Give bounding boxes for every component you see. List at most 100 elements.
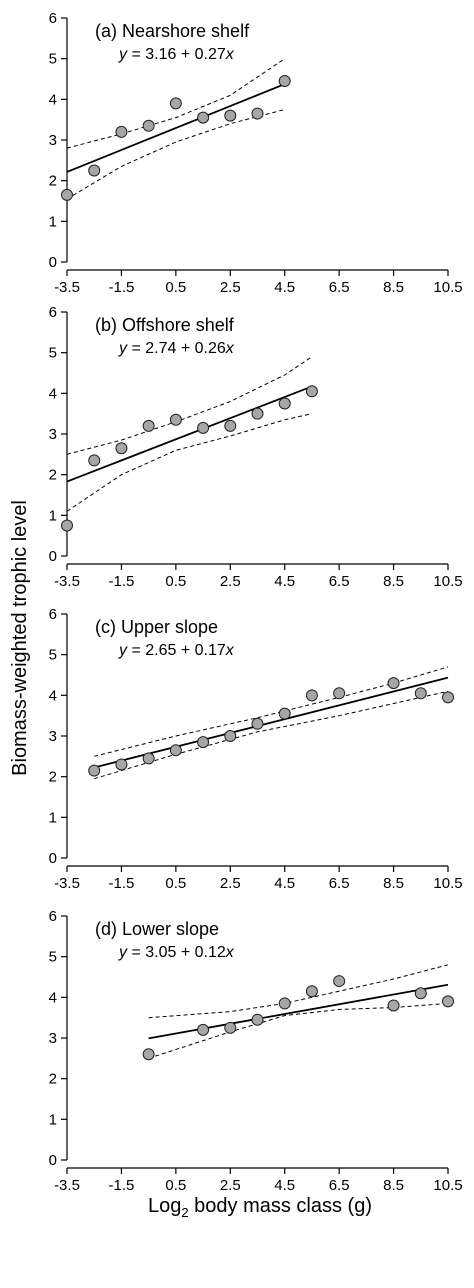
ci-upper-line [148, 964, 449, 1019]
x-tick-label: 10.5 [433, 279, 462, 296]
panel: 0 1 2 3 4 5 6 -3.5 -1.5 0.5 2.5 4.5 6.5 8.5 10.5 (a) Ne… [49, 10, 463, 296]
equation-x: x [225, 340, 235, 357]
data-point [224, 109, 237, 122]
regression-equation: y = 3.16 + 0.27x [118, 46, 235, 63]
y-tick-label: 1 [49, 1111, 57, 1128]
equation-y: y [118, 340, 128, 357]
data-point [197, 1023, 210, 1036]
y-tick-label: 4 [49, 989, 57, 1006]
x-tick-label: 2.5 [220, 279, 241, 296]
data-point [142, 419, 155, 432]
x-tick-label: 10.5 [433, 1177, 462, 1194]
regression-equation: y = 2.74 + 0.26x [118, 340, 235, 357]
equation-y: y [118, 944, 128, 961]
data-point [442, 691, 454, 704]
data-point [115, 125, 128, 138]
data-point [278, 75, 291, 88]
x-tick-label: -1.5 [108, 573, 134, 590]
equation-coefficients: = 2.65 + 0.17 [127, 642, 226, 659]
regression-line [93, 676, 449, 769]
ci-lower-line [94, 690, 449, 780]
data-point [305, 985, 318, 998]
data-point [88, 164, 101, 177]
ci-upper-line [94, 666, 449, 757]
y-tick-label: 0 [49, 850, 57, 867]
y-tick-label: 0 [49, 254, 57, 271]
x-tick-label: -1.5 [108, 279, 134, 296]
data-point [169, 744, 182, 757]
data-point [333, 975, 346, 988]
regression-line [66, 83, 286, 173]
x-tick-label: 2.5 [220, 875, 241, 892]
y-tick-label: 4 [49, 687, 57, 704]
equation-coefficients: = 3.16 + 0.27 [127, 46, 226, 63]
y-tick-label: 3 [49, 426, 57, 443]
panel-title: (a) Nearshore shelf [95, 21, 250, 41]
x-tick-label: 4.5 [274, 573, 295, 590]
x-tick-label: 4.5 [274, 279, 295, 296]
y-tick-label: 5 [49, 345, 57, 362]
y-tick-label: 4 [49, 91, 57, 108]
x-tick-label: 10.5 [433, 573, 462, 590]
y-tick-label: 1 [49, 213, 57, 230]
data-point [278, 397, 291, 410]
x-tick-label: 6.5 [329, 279, 350, 296]
y-tick-label: 6 [49, 10, 57, 27]
x-tick-label: 8.5 [383, 279, 404, 296]
data-point [197, 421, 210, 434]
data-point [414, 687, 427, 700]
ci-lower-line [148, 1002, 449, 1059]
y-tick-label: 2 [49, 769, 57, 786]
regression-equation: y = 3.05 + 0.12x [118, 944, 235, 961]
data-point [115, 442, 128, 455]
x-tick-label: 8.5 [383, 1177, 404, 1194]
x-tick-label: 8.5 [383, 875, 404, 892]
data-point [142, 119, 155, 132]
x-tick-label: 0.5 [165, 1177, 186, 1194]
data-point [414, 987, 427, 1000]
x-tick-label: -3.5 [54, 875, 80, 892]
x-tick-label: 0.5 [165, 875, 186, 892]
y-tick-label: 3 [49, 132, 57, 149]
regression-line [148, 983, 449, 1040]
x-tick-label: 6.5 [329, 875, 350, 892]
y-tick-label: 1 [49, 507, 57, 524]
y-tick-label: 3 [49, 728, 57, 745]
data-point [169, 413, 182, 426]
panel-title: (c) Upper slope [95, 617, 218, 637]
x-tick-label: 0.5 [165, 279, 186, 296]
x-tick-label: -3.5 [54, 1177, 80, 1194]
data-point [278, 997, 291, 1010]
y-tick-label: 5 [49, 647, 57, 664]
x-axis-label: Log2 body mass class (g) [148, 1195, 372, 1220]
x-tick-label: 6.5 [329, 573, 350, 590]
data-point [197, 736, 210, 749]
x-axis-label-rest: body mass class (g) [189, 1195, 372, 1217]
panel: 0 1 2 3 4 5 6 -3.5 -1.5 0.5 2.5 4.5 6.5 8.5 10.5 (c) Up… [49, 606, 463, 892]
data-point [278, 707, 291, 720]
data-point [142, 1048, 155, 1061]
x-tick-label: 6.5 [329, 1177, 350, 1194]
data-point [251, 407, 264, 420]
data-point [333, 687, 346, 700]
y-tick-label: 5 [49, 51, 57, 68]
data-point [251, 1013, 264, 1026]
y-tick-label: 1 [49, 809, 57, 826]
x-tick-label: 2.5 [220, 1177, 241, 1194]
y-tick-label: 6 [49, 606, 57, 623]
equation-x: x [225, 642, 235, 659]
x-tick-label: 2.5 [220, 573, 241, 590]
y-tick-label: 4 [49, 385, 57, 402]
data-point [387, 677, 400, 690]
data-point [305, 385, 318, 398]
ci-lower-line [66, 413, 313, 512]
panel-title: (b) Offshore shelf [95, 315, 235, 335]
x-axis-label-main: Log [148, 1195, 181, 1217]
y-tick-label: 5 [49, 949, 57, 966]
data-point [88, 764, 101, 777]
x-tick-label: -3.5 [54, 573, 80, 590]
data-point [305, 689, 318, 702]
x-tick-label: 8.5 [383, 573, 404, 590]
